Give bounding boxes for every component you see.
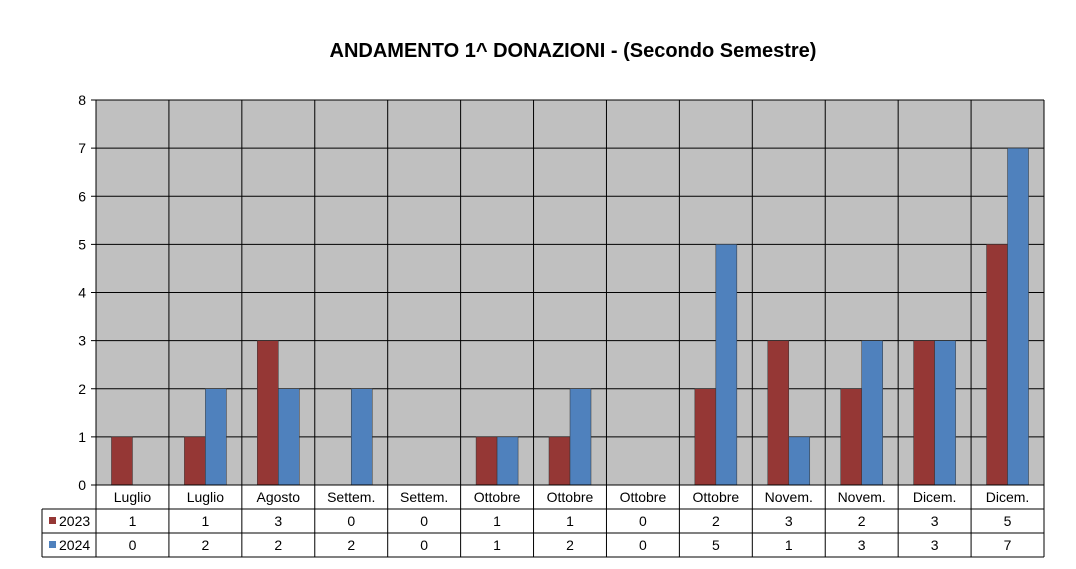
category-label: Luglio: [114, 489, 152, 505]
table-cell-value: 3: [858, 537, 866, 553]
bar-2024: [934, 340, 956, 486]
y-tick-label: 2: [78, 381, 86, 397]
category-label: Settem.: [327, 489, 375, 505]
chart-title: ANDAMENTO 1^ DONAZIONI - (Secondo Semest…: [329, 40, 817, 62]
category-label: Luglio: [187, 489, 225, 505]
bar-2024: [205, 388, 227, 486]
legend-label: 2024: [59, 537, 90, 553]
y-tick-label: 3: [78, 333, 86, 349]
category-label: Settem.: [400, 489, 448, 505]
table-cell-value: 1: [493, 513, 501, 529]
category-label: Agosto: [257, 489, 301, 505]
table-cell-value: 1: [785, 537, 793, 553]
category-label: Ottobre: [547, 489, 594, 505]
y-tick-label: 4: [78, 285, 86, 301]
table-cell-value: 7: [1004, 537, 1012, 553]
table-cell-value: 0: [639, 513, 647, 529]
legend-label: 2023: [59, 513, 90, 529]
y-tick-label: 7: [78, 140, 86, 156]
table-cell-value: 2: [858, 513, 866, 529]
table-cell-value: 0: [639, 537, 647, 553]
table-cell-value: 2: [274, 537, 282, 553]
y-tick-label: 6: [78, 188, 86, 204]
y-axis: 0 1 2 3 4 5 6 7 8: [78, 92, 96, 493]
table-cell-value: 2: [566, 537, 574, 553]
bar-2024: [278, 388, 300, 486]
table-cell-value: 3: [931, 537, 939, 553]
y-tick-label: 1: [78, 429, 86, 445]
table-cell-value: 2: [347, 537, 355, 553]
category-label: Ottobre: [692, 489, 739, 505]
bar-2023: [694, 388, 717, 486]
bar-2023: [184, 436, 206, 486]
category-label: Dicem.: [913, 489, 957, 505]
table-cell-value: 1: [566, 513, 574, 529]
table-cell-value: 0: [129, 537, 137, 553]
data-table: Luglio Luglio Agosto Settem. Settem. Ottobre O…: [41, 484, 1045, 558]
table-cell-value: 0: [347, 513, 355, 529]
bar-2023: [767, 340, 790, 486]
bar-2023: [548, 436, 571, 486]
table-cell-value: 0: [420, 537, 428, 553]
table-cell-value: 0: [420, 513, 428, 529]
table-cell-value: 3: [931, 513, 939, 529]
table-cell-value: 1: [201, 513, 209, 529]
bar-2023: [257, 340, 279, 486]
bar-2024: [861, 340, 883, 486]
y-tick-label: 5: [78, 236, 86, 252]
bar-2024: [715, 244, 738, 486]
bar-2023: [913, 340, 935, 486]
table-cell-value: 2: [712, 513, 720, 529]
table-cell-value: 1: [493, 537, 501, 553]
table-cell-value: 5: [1004, 513, 1012, 529]
bar-2024: [1007, 147, 1029, 486]
bar-2024: [569, 388, 592, 486]
bar-2024: [496, 436, 519, 486]
bar-2023: [111, 436, 133, 486]
bar-2024: [350, 388, 373, 486]
table-cell-value: 1: [129, 513, 137, 529]
bar-2023: [986, 244, 1008, 486]
table-cell-value: 3: [785, 513, 793, 529]
table-cell-value: 2: [201, 537, 209, 553]
table-cell-value: 3: [274, 513, 282, 529]
bar-2024: [788, 436, 811, 486]
table-cell-value: 5: [712, 537, 720, 553]
table-header-bg: [96, 485, 1044, 509]
bar-2023: [840, 388, 862, 486]
category-label: Novem.: [838, 489, 886, 505]
category-label: Ottobre: [474, 489, 521, 505]
category-label: Ottobre: [620, 489, 667, 505]
bar-2023: [475, 436, 498, 486]
legend-key-2024: [49, 541, 56, 548]
y-tick-label: 0: [78, 477, 86, 493]
category-label: Novem.: [765, 489, 813, 505]
bars: [111, 147, 1029, 486]
legend-key-2023: [49, 517, 56, 524]
category-label: Dicem.: [986, 489, 1030, 505]
y-tick-label: 8: [78, 92, 86, 108]
